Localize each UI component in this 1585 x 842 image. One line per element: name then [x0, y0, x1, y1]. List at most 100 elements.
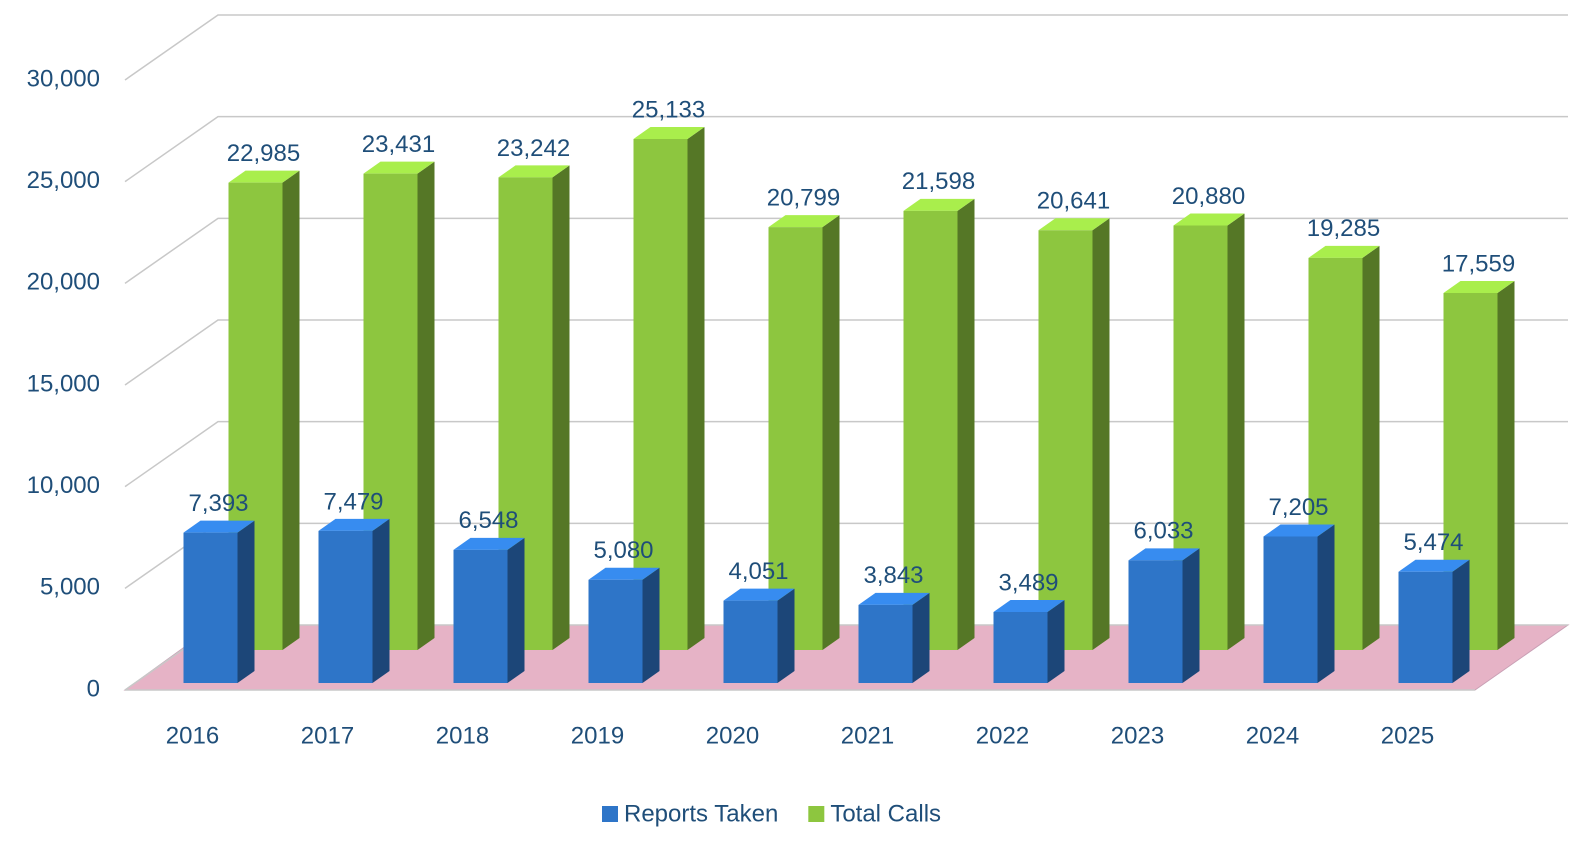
data-label: 3,843	[863, 562, 923, 589]
bar-face	[687, 126, 705, 650]
bar-face	[1497, 280, 1515, 650]
bar-face	[1182, 548, 1200, 683]
x-tick-label: 2022	[976, 722, 1029, 749]
x-tick-label: 2019	[571, 722, 624, 749]
y-tick-label: 30,000	[27, 65, 100, 92]
bar	[498, 165, 570, 651]
bar-face	[417, 161, 435, 650]
bar	[723, 588, 795, 683]
bar	[993, 600, 1065, 683]
bar-face	[768, 215, 840, 228]
bar-face	[1398, 559, 1470, 572]
data-label: 7,205	[1268, 494, 1328, 521]
bar-face	[993, 612, 1048, 683]
data-label: 7,479	[323, 488, 383, 515]
bar-face	[858, 592, 930, 605]
x-tick-label: 2025	[1381, 722, 1434, 749]
bar-face	[552, 165, 570, 651]
bar	[633, 126, 705, 650]
bar	[588, 567, 660, 683]
bar-face	[498, 165, 570, 178]
bar-face	[1398, 571, 1453, 683]
bar-face	[1263, 524, 1335, 537]
bar-face	[903, 198, 975, 211]
bar	[1263, 524, 1335, 683]
bar-face	[1128, 548, 1200, 561]
bar-face	[903, 210, 958, 650]
legend-label: Total Calls	[830, 800, 941, 827]
bar	[1173, 213, 1245, 650]
x-tick-label: 2017	[301, 722, 354, 749]
bar-face	[723, 588, 795, 601]
bar-face	[1308, 245, 1380, 258]
y-tick-label: 10,000	[27, 472, 100, 499]
y-tick-label: 5,000	[40, 574, 100, 601]
data-label: 5,080	[593, 537, 653, 564]
data-label: 17,559	[1442, 250, 1515, 277]
bar-face	[588, 579, 643, 683]
legend-swatch	[602, 806, 618, 822]
bar	[903, 198, 975, 650]
bar-face	[228, 170, 300, 183]
grid-line	[124, 420, 1568, 488]
bar-face	[822, 215, 840, 650]
bar-face	[507, 537, 525, 683]
bar-face	[777, 588, 795, 683]
bar-face	[1452, 559, 1470, 683]
grid-line	[124, 217, 1568, 284]
bar-face	[318, 530, 373, 683]
y-tick-label: 0	[87, 675, 100, 702]
x-tick-label: 2016	[166, 722, 219, 749]
data-label: 20,641	[1037, 188, 1110, 215]
legend-swatch	[808, 806, 825, 822]
x-tick-label: 2020	[706, 722, 759, 749]
bar-face	[1038, 230, 1093, 650]
bar-face	[453, 537, 525, 550]
x-tick-label: 2018	[436, 722, 489, 749]
bar-face	[1038, 218, 1110, 231]
bar	[318, 518, 390, 683]
bar-face	[282, 170, 300, 650]
data-label: 23,242	[497, 135, 570, 162]
x-tick-label: 2021	[841, 722, 894, 749]
data-label: 3,489	[998, 569, 1058, 596]
bar-face	[1263, 536, 1318, 683]
bar-face	[1092, 218, 1110, 650]
bar	[858, 592, 930, 683]
data-label: 20,880	[1172, 183, 1245, 210]
bar-face	[858, 604, 913, 683]
bar-face	[453, 549, 508, 683]
bar	[768, 215, 840, 650]
bar-face	[633, 126, 705, 139]
bar-face	[912, 592, 930, 683]
data-label: 22,985	[227, 140, 300, 167]
bar-face	[237, 520, 255, 683]
grid-line	[124, 115, 1568, 183]
x-tick-label: 2024	[1246, 722, 1299, 749]
grid-line	[124, 319, 1568, 386]
bar-face	[1128, 560, 1183, 683]
x-tick-label: 2023	[1111, 722, 1164, 749]
bar-face	[498, 177, 553, 651]
data-label: 6,033	[1133, 518, 1193, 545]
bar-face	[588, 567, 660, 580]
data-label: 5,474	[1403, 529, 1463, 556]
bar-face	[993, 600, 1065, 613]
data-label: 21,598	[902, 168, 975, 195]
bar	[453, 537, 525, 683]
bar-face	[723, 600, 778, 683]
bar	[183, 520, 255, 683]
y-tick-label: 20,000	[27, 269, 100, 296]
bar-face	[183, 520, 255, 533]
bar-face	[633, 138, 688, 650]
bar-face	[183, 532, 238, 683]
y-tick-label: 25,000	[27, 167, 100, 194]
data-label: 4,051	[728, 558, 788, 585]
bar-face	[1362, 245, 1380, 650]
bar-face	[1317, 524, 1335, 683]
data-label: 25,133	[632, 96, 705, 123]
bar-face	[1047, 600, 1065, 683]
bar-face	[372, 518, 390, 683]
data-label: 6,548	[458, 507, 518, 534]
